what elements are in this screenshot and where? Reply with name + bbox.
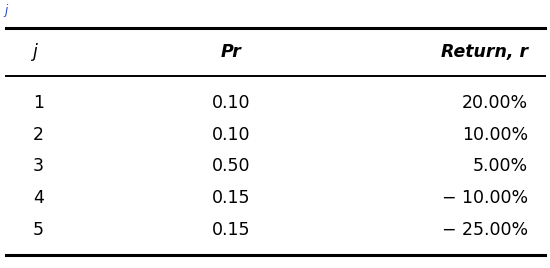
- Text: 3: 3: [33, 157, 44, 176]
- Text: − 10.00%: − 10.00%: [442, 189, 528, 207]
- Text: 5.00%: 5.00%: [473, 157, 528, 176]
- Text: 5: 5: [33, 221, 44, 239]
- Text: 0.15: 0.15: [212, 189, 250, 207]
- Text: 4: 4: [33, 189, 44, 207]
- Text: 1: 1: [33, 94, 44, 112]
- Text: j: j: [4, 4, 8, 17]
- Text: 0.50: 0.50: [212, 157, 250, 176]
- Text: 20.00%: 20.00%: [462, 94, 528, 112]
- Text: 10.00%: 10.00%: [462, 126, 528, 144]
- Text: Pr: Pr: [221, 43, 241, 61]
- Text: Return, r: Return, r: [441, 43, 528, 61]
- Text: 0.15: 0.15: [212, 221, 250, 239]
- Text: 0.10: 0.10: [212, 94, 250, 112]
- Text: 0.10: 0.10: [212, 126, 250, 144]
- Text: 2: 2: [33, 126, 44, 144]
- Text: − 25.00%: − 25.00%: [442, 221, 528, 239]
- Text: j: j: [33, 43, 38, 61]
